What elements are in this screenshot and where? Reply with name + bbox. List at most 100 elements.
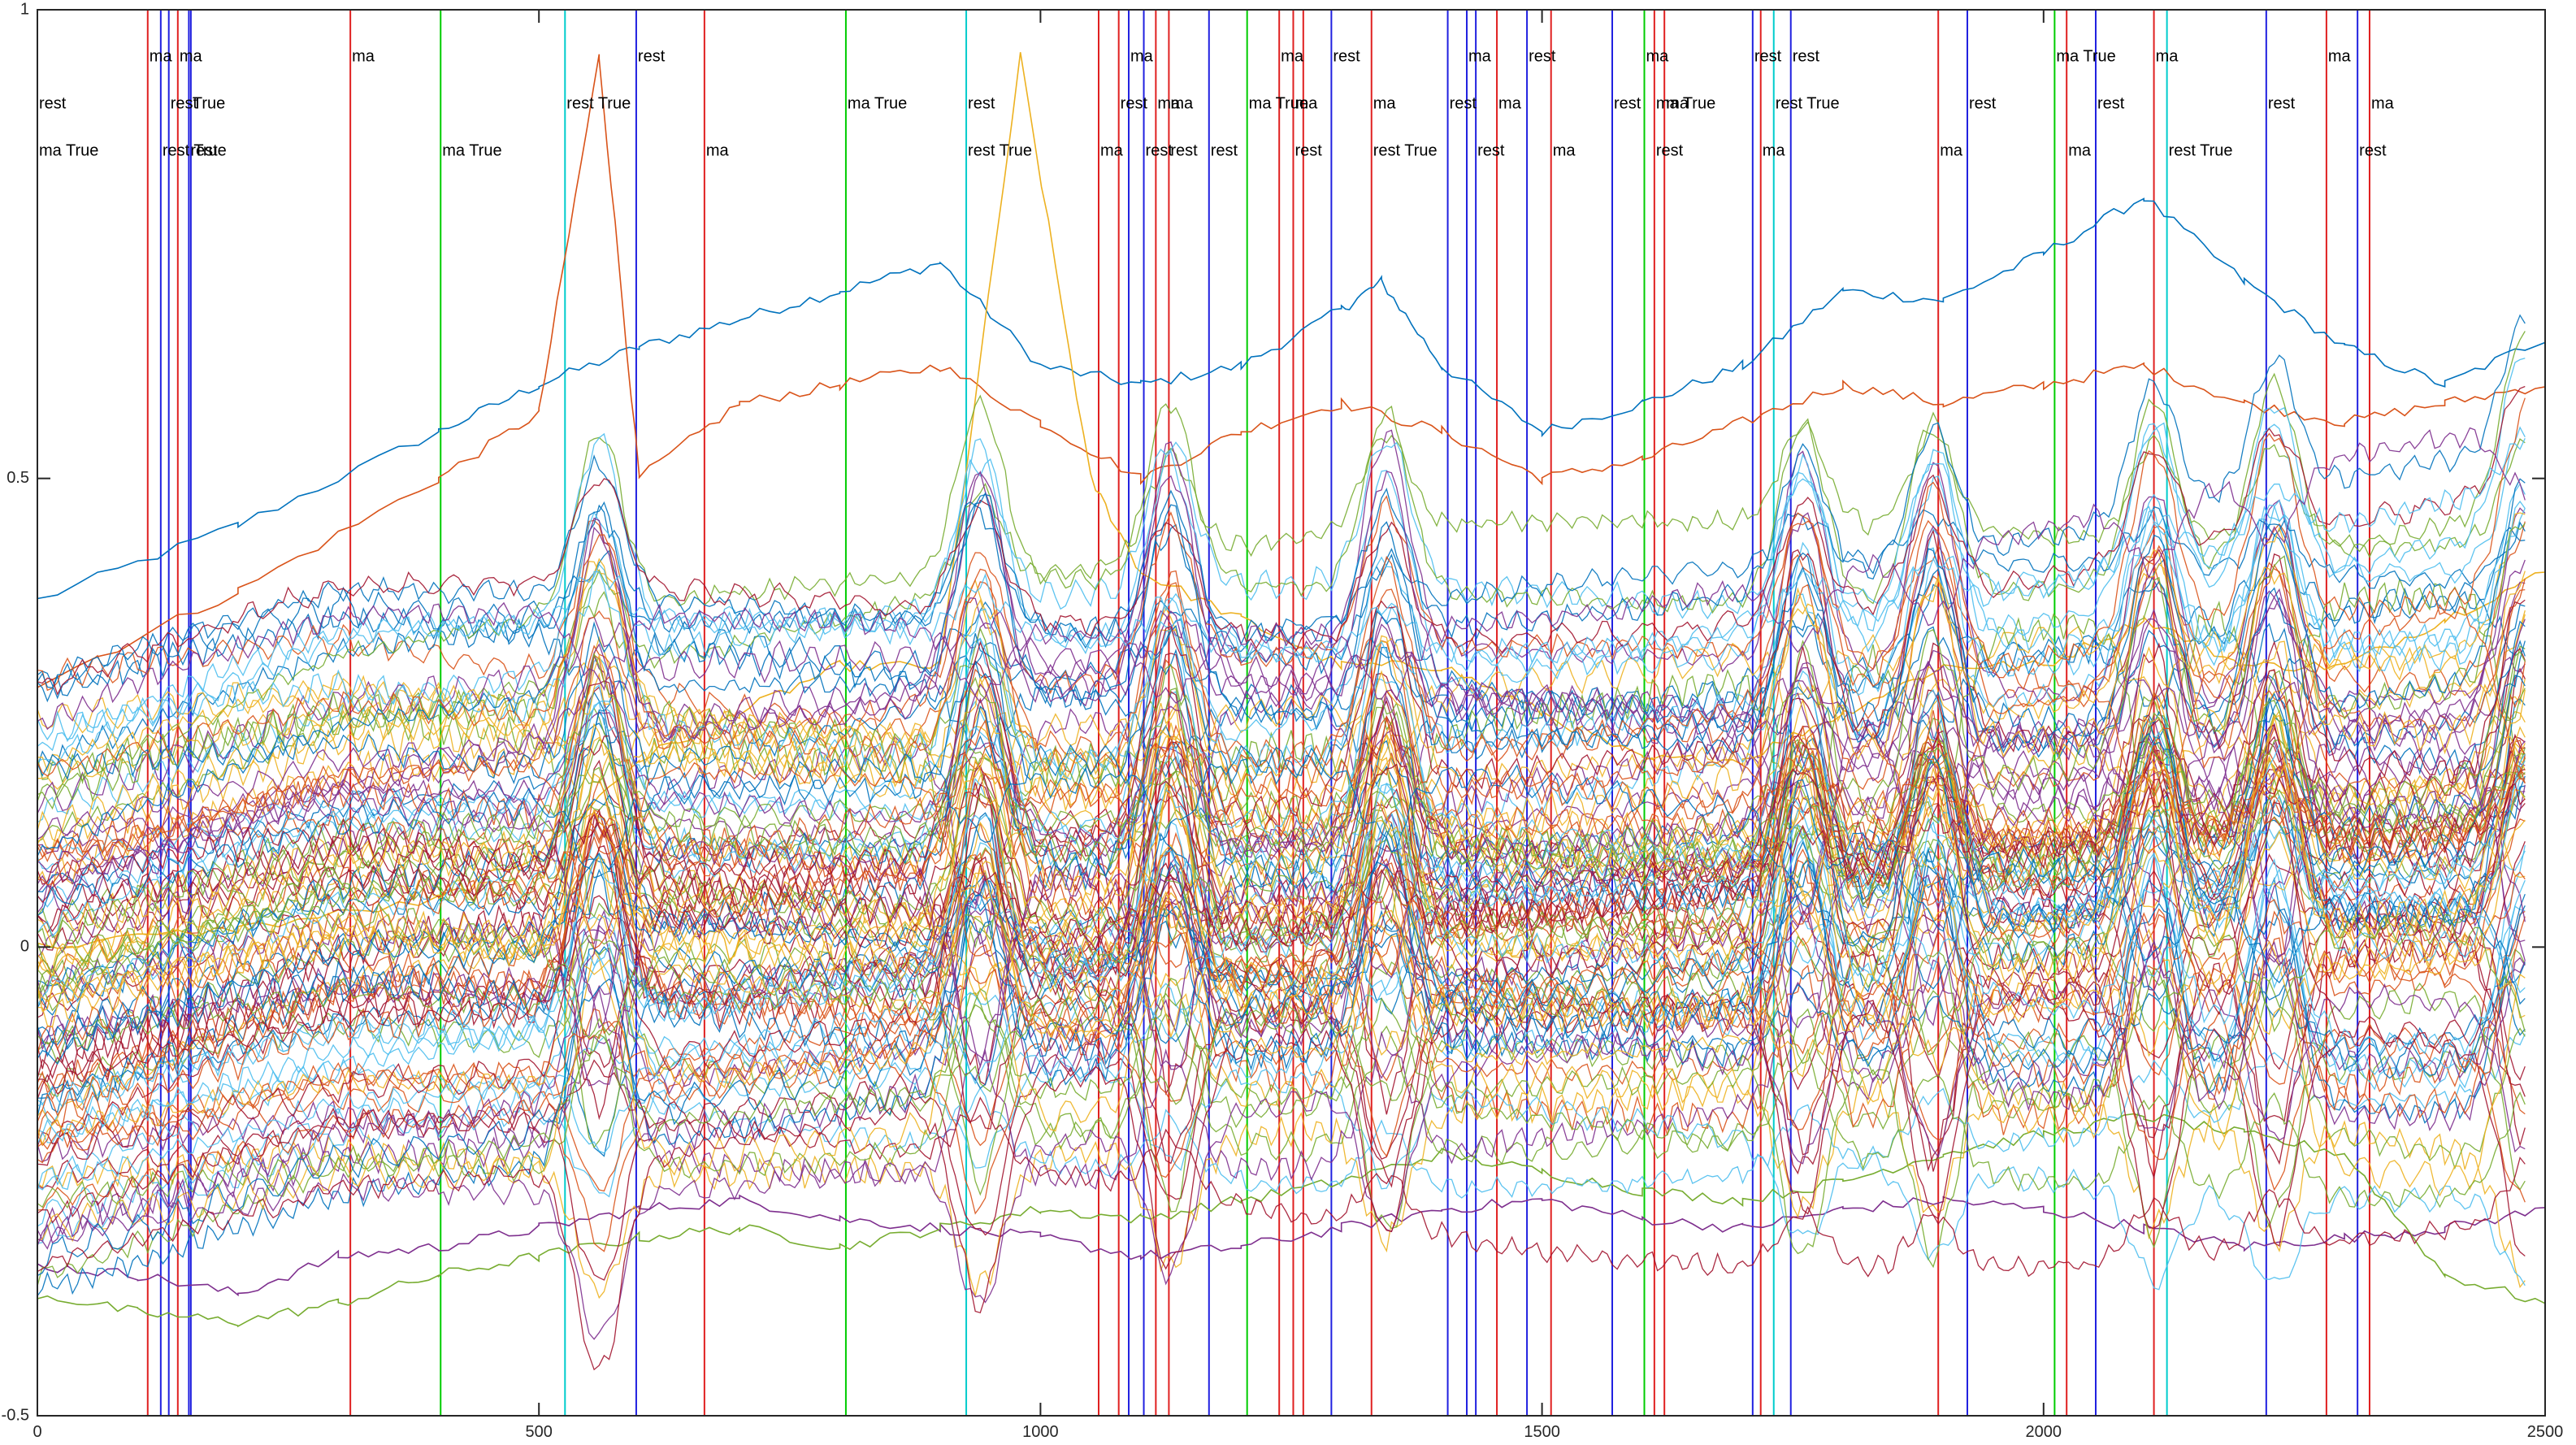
series-line (37, 495, 2526, 861)
x-tick-label: 0 (33, 1423, 41, 1441)
event-label: ma (1100, 141, 1124, 159)
series-line (37, 1059, 2526, 1278)
event-label: ma (2371, 94, 2395, 112)
series-line (37, 470, 2526, 840)
series-line (37, 629, 2526, 1006)
event-label: ma (2156, 47, 2179, 65)
y-tick-label: 1 (20, 0, 29, 18)
x-tick-label: 1500 (1524, 1423, 1560, 1441)
event-label: rest (1477, 141, 1505, 159)
event-label: ma (150, 47, 173, 65)
series-line (37, 718, 2526, 1055)
series-line (37, 314, 2526, 689)
series-line (37, 964, 2526, 1252)
event-label: ma (1553, 141, 1576, 159)
event-label: ma (1295, 94, 1318, 112)
series-line (37, 726, 2526, 1043)
series-line (37, 830, 2526, 1136)
series-line (37, 911, 2526, 1192)
series-line (37, 499, 2526, 779)
event-label: rest (1211, 141, 1238, 159)
series-layer (37, 52, 2546, 1371)
x-tick-label: 1000 (1022, 1423, 1059, 1441)
series-line (37, 559, 2526, 889)
series-line (37, 777, 2526, 947)
series-line (37, 603, 2526, 976)
event-label: rest (2097, 94, 2125, 112)
series-line (37, 597, 2526, 824)
series-line (37, 982, 2526, 1340)
event-label: rest (171, 94, 198, 112)
event-label: ma (1130, 47, 1154, 65)
series-line (37, 421, 2526, 842)
event-label: rest (1170, 141, 1198, 159)
event-label: ma (1170, 94, 1194, 112)
event-label: ma (1763, 141, 1786, 159)
series-line (37, 783, 2526, 1144)
series-line (37, 684, 2526, 1000)
series-line (37, 777, 2526, 1191)
series-line (37, 441, 2526, 823)
series-line (37, 654, 2526, 940)
y-tick-label: 0.5 (7, 469, 29, 487)
series-line (37, 991, 2526, 1371)
plot-frame (37, 9, 2546, 1417)
event-label: ma (706, 141, 730, 159)
series-line (37, 1113, 2546, 1328)
event-label: rest (2359, 141, 2387, 159)
series-line (37, 385, 2526, 696)
series-line (37, 773, 2526, 1139)
event-label: rest True (566, 94, 631, 112)
series-line (37, 716, 2526, 1051)
series-line (37, 1194, 2546, 1297)
x-tick-label: 500 (526, 1423, 553, 1441)
series-line (37, 862, 2526, 1247)
x-tick-label: 2500 (2527, 1423, 2564, 1441)
series-line (37, 397, 2526, 777)
event-label: ma (1666, 94, 1689, 112)
event-label: rest (190, 141, 218, 159)
event-label: ma (1646, 47, 1670, 65)
series-line (37, 504, 2526, 768)
event-label: rest (638, 47, 666, 65)
event-label: ma True (848, 94, 907, 112)
event-label: ma (1468, 47, 1492, 65)
series-line (37, 429, 2526, 893)
event-label: rest (1793, 47, 1820, 65)
event-label: ma (2068, 141, 2092, 159)
event-label: rest (1969, 94, 1997, 112)
event-label: ma (352, 47, 375, 65)
series-line (37, 640, 2526, 1070)
event-label: rest (1614, 94, 1641, 112)
series-line (37, 739, 2526, 1048)
series-line (37, 197, 2546, 600)
series-line (37, 689, 2526, 1083)
series-line (37, 829, 2526, 1078)
series-line (37, 54, 2546, 688)
series-line (37, 566, 2526, 806)
series-line (37, 1076, 2526, 1300)
event-label: rest (1333, 47, 1360, 65)
event-label: rest (2268, 94, 2296, 112)
event-label: rest True (968, 141, 1032, 159)
series-line (37, 651, 2526, 1012)
series-line (37, 646, 2526, 1117)
series-line (37, 478, 2526, 857)
event-label: ma True (1656, 94, 1715, 112)
x-tick-label: 2000 (2026, 1423, 2062, 1441)
series-line (37, 776, 2526, 1125)
y-tick-label: 0 (20, 938, 29, 956)
series-line (37, 427, 2526, 731)
event-label: ma (180, 47, 203, 65)
event-label: ma True (39, 141, 98, 159)
y-tick-label: -0.5 (2, 1406, 29, 1424)
event-label: rest (39, 94, 67, 112)
series-line (37, 331, 2526, 802)
event-label: rest (1754, 47, 1782, 65)
event-label: rest (1295, 141, 1322, 159)
event-label: rest (1121, 94, 1148, 112)
event-label: rest (1529, 47, 1556, 65)
